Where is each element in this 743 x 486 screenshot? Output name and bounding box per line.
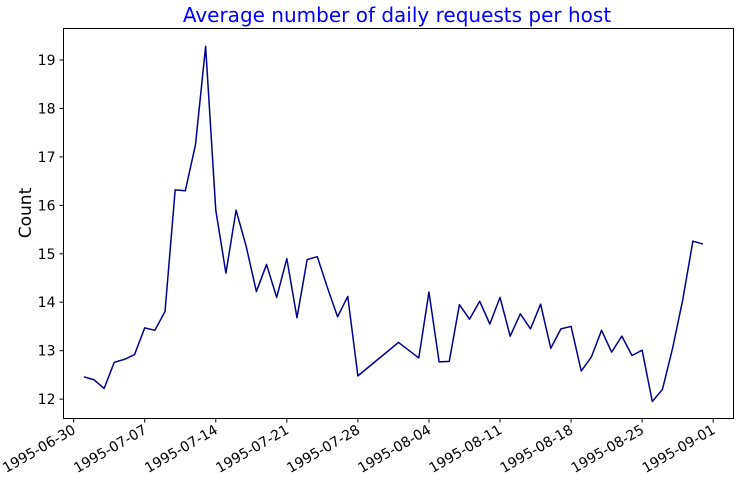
series-line-0 [83,45,704,403]
x-axis: 1995-06-301995-07-071995-07-141995-07-21… [0,418,718,477]
x-tick-label: 1995-07-21 [213,422,291,477]
x-tick-label: 1995-07-28 [284,422,362,477]
plot-frame [63,28,734,419]
x-tick-label: 1995-08-11 [427,422,505,477]
y-tick-label: 19 [38,53,56,69]
chart-title: Average number of daily requests per hos… [183,3,612,27]
y-axis: 12 13 14 15 16 17 18 19 [38,53,64,408]
plot-area [83,45,704,403]
y-axis-label: Count [16,187,36,238]
x-tick-label: 1995-07-14 [142,422,221,477]
y-tick-label: 14 [38,295,56,311]
y-tick-label: 18 [38,101,56,117]
y-tick-label: 12 [38,392,56,408]
x-tick-label: 1995-08-25 [569,422,647,477]
x-tick-label: 1995-08-04 [355,422,434,477]
y-tick-label: 16 [38,198,56,214]
x-tick-label: 1995-06-30 [0,422,78,477]
y-tick-label: 13 [38,344,56,360]
y-tick-label: 15 [38,247,56,263]
x-tick-label: 1995-09-01 [640,422,718,477]
x-tick-label: 1995-07-07 [71,422,149,477]
y-tick-label: 17 [38,150,56,166]
x-tick-label: 1995-08-18 [498,422,576,477]
